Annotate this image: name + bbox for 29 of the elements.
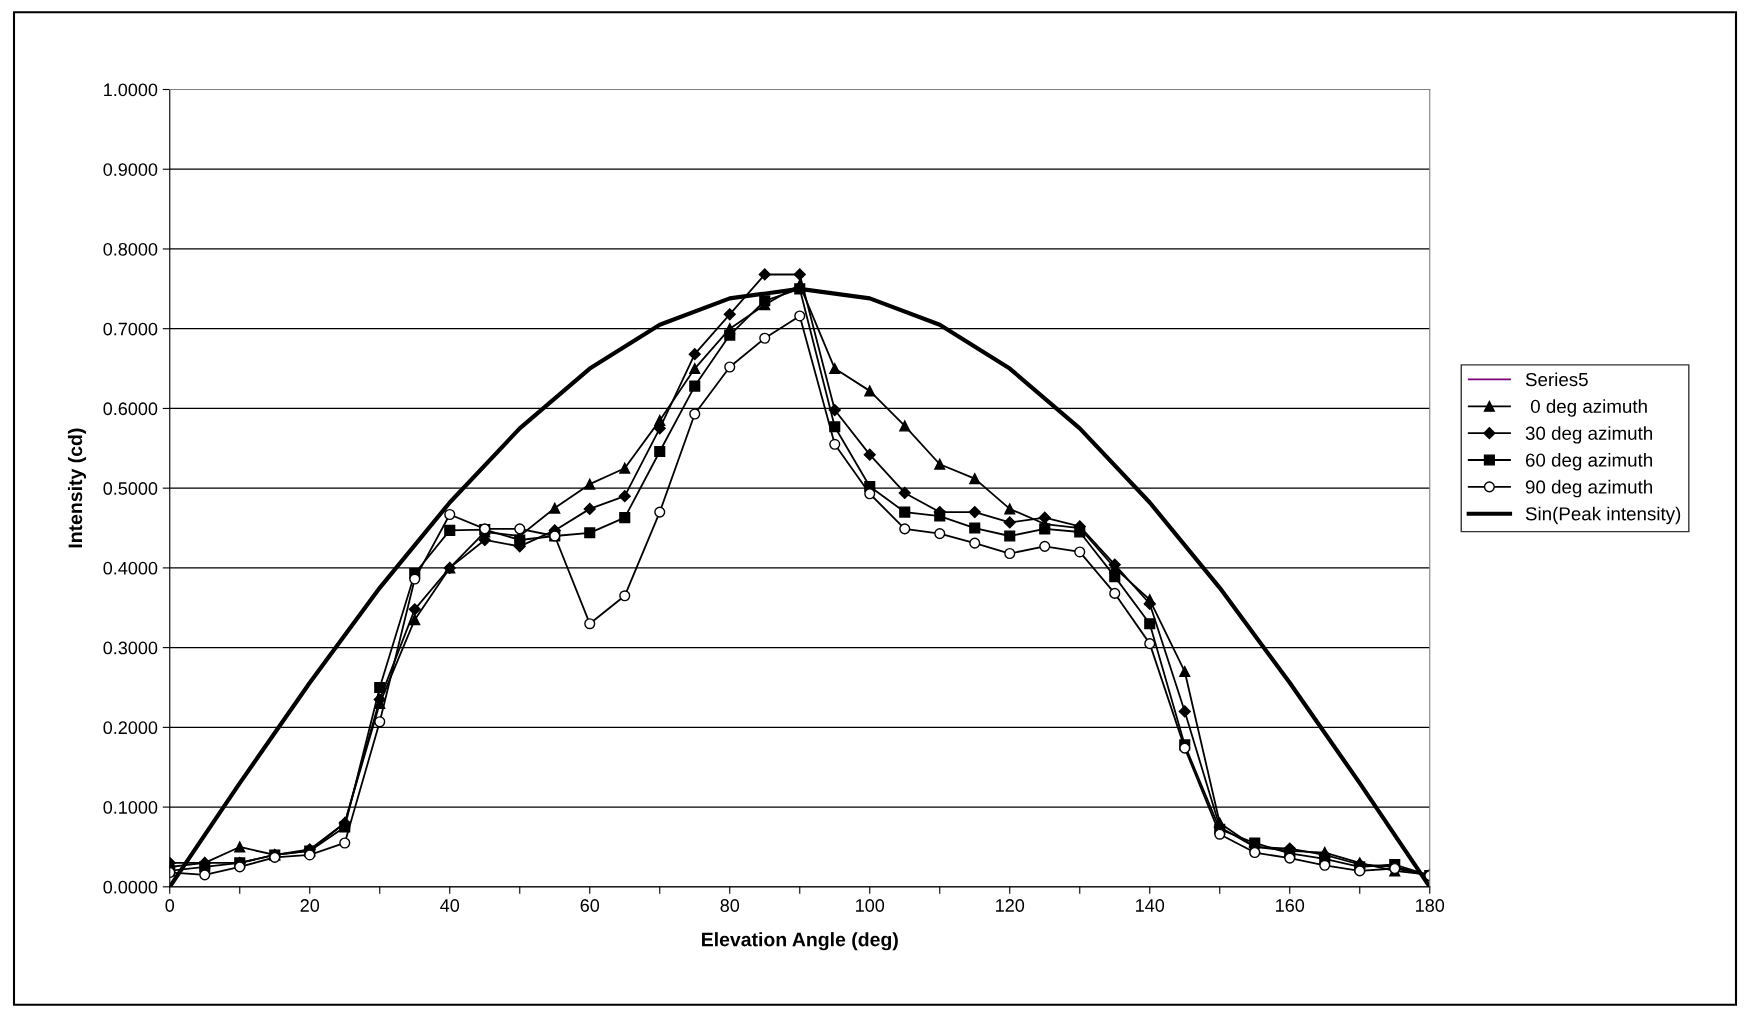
y-tick-label: 0.9000 [103, 163, 158, 176]
y-tick-label: 0.8000 [103, 242, 158, 256]
x-tick-label: 180 [1416, 899, 1445, 912]
legend-label: 60 deg azimuth [1525, 452, 1652, 471]
x-tick-label: 0 [165, 899, 175, 912]
x-tick-label: 40 [440, 899, 460, 912]
y-tick-label: 0.1000 [103, 801, 158, 814]
y-tick-label: 0.4000 [103, 561, 158, 575]
legend-label: Sin(Peak intensity) [1525, 506, 1681, 525]
y-tick-label: 1.0000 [104, 83, 158, 97]
y-tick-label: 0.5000 [103, 482, 158, 495]
x-tick-label: 160 [1276, 899, 1305, 912]
x-axis-title: Elevation Angle (deg) [702, 932, 898, 951]
x-tick-label: 120 [996, 899, 1025, 912]
legend-label: 0 deg azimuth [1530, 399, 1647, 417]
legend-label: 30 deg azimuth [1525, 426, 1652, 444]
x-tick-label: 140 [1136, 899, 1165, 912]
x-tick-label: 20 [300, 899, 320, 912]
x-tick-label: 80 [720, 899, 740, 912]
legend-label: 90 deg azimuth [1525, 479, 1652, 498]
y-tick-label: 0.6000 [103, 402, 158, 416]
y-tick-label: 0.3000 [103, 641, 158, 655]
x-tick-label: 100 [856, 899, 885, 912]
y-tick-label: 0.0000 [103, 880, 158, 894]
y-tick-label: 0.2000 [103, 721, 158, 735]
legend-label: Series5 [1525, 372, 1588, 387]
y-axis-title: Intensity (cd) [67, 428, 87, 548]
y-tick-label: 0.7000 [103, 322, 158, 336]
x-tick-label: 60 [580, 899, 600, 912]
